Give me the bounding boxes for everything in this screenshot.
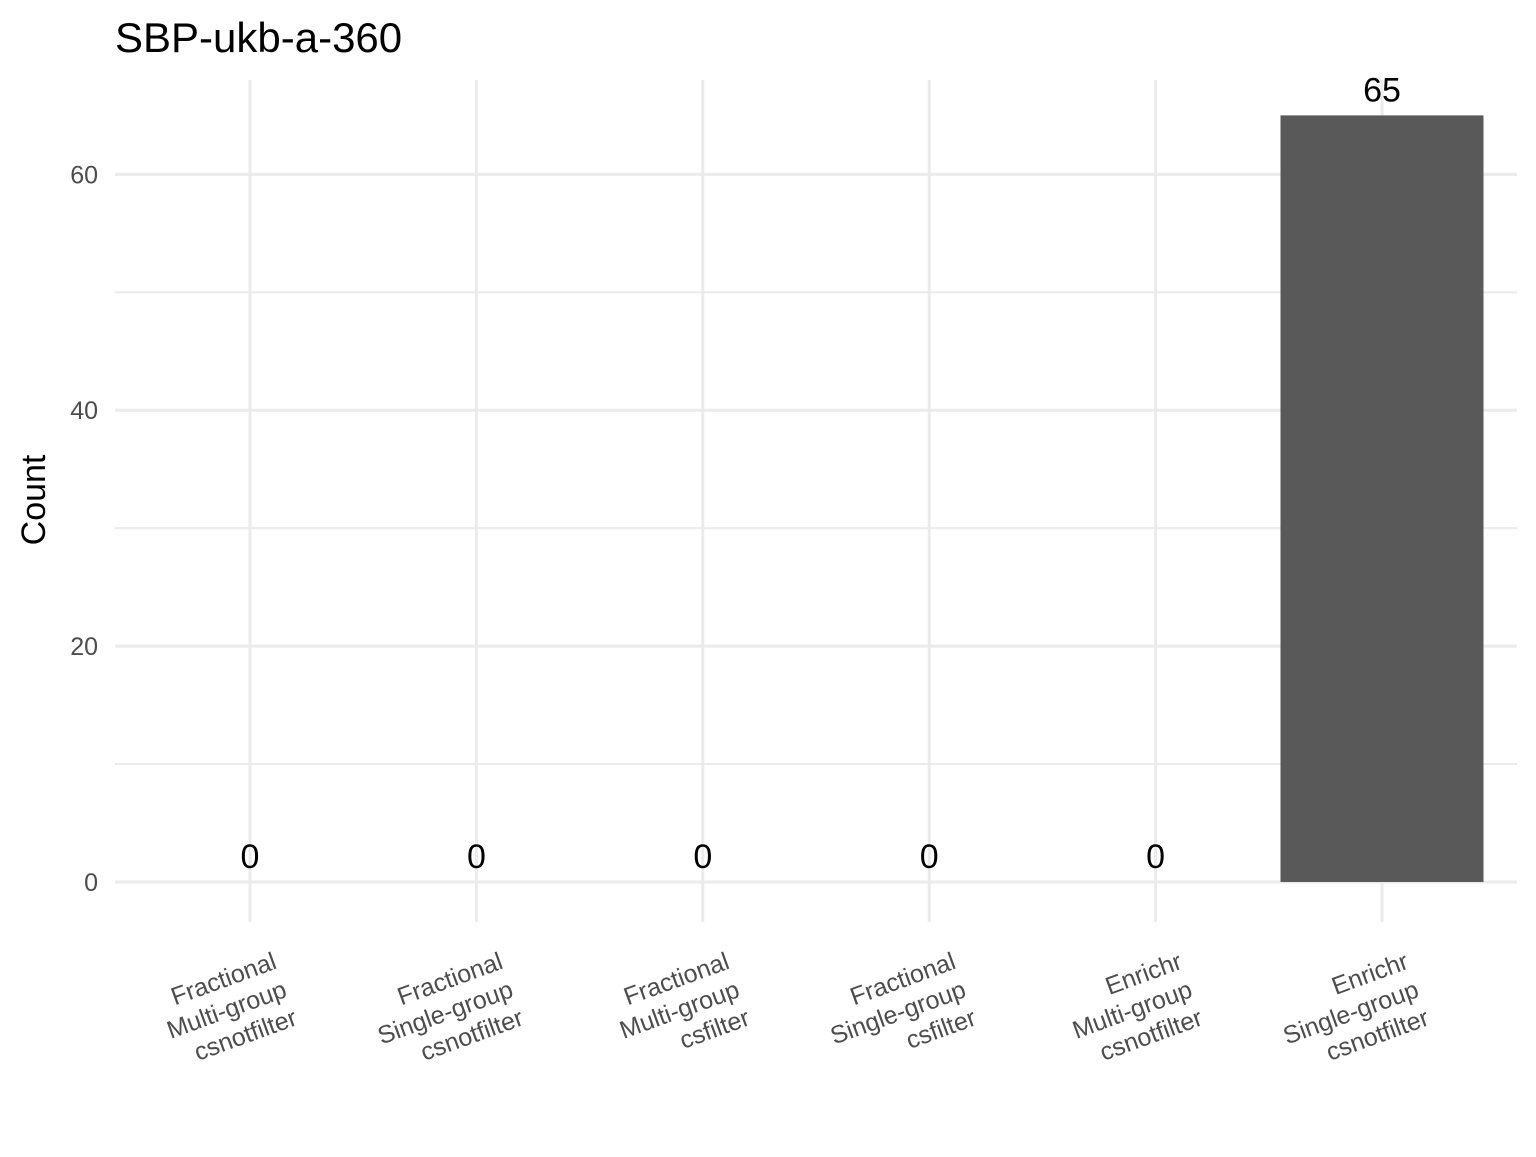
- x-axis: FractionalMulti-groupcsnotfilter Fraction…: [153, 947, 1433, 1078]
- data-label: 0: [1146, 838, 1165, 876]
- x-tick-label-text: FractionalSingle-groupcsnotfilter: [364, 947, 527, 1078]
- x-tick-label: FractionalSingle-groupcsfilter: [816, 947, 980, 1078]
- y-tick-label: 20: [70, 633, 98, 661]
- x-tick-label: EnrichrSingle-groupcsnotfilter: [1269, 947, 1433, 1078]
- y-axis-title: Count: [15, 454, 53, 545]
- x-tick-label: EnrichrMulti-groupcsnotfilter: [1059, 947, 1207, 1072]
- y-tick-label: 60: [70, 161, 98, 189]
- data-label: 65: [1363, 71, 1401, 109]
- bars: [1280, 115, 1484, 883]
- bar: [1280, 115, 1484, 883]
- data-label: 0: [467, 838, 486, 876]
- chart-title: SBP-ukb-a-360: [115, 14, 402, 61]
- x-tick-label-text: EnrichrMulti-groupcsnotfilter: [1059, 947, 1207, 1072]
- x-tick-label: FractionalMulti-groupcsfilter: [606, 947, 754, 1072]
- x-tick-label: FractionalSingle-groupcsnotfilter: [364, 947, 527, 1078]
- y-tick-label: 0: [84, 869, 98, 897]
- data-label: 0: [693, 838, 712, 876]
- data-labels: 0 0 0 0 0 65: [241, 71, 1401, 876]
- x-tick-label-text: EnrichrSingle-groupcsnotfilter: [1269, 947, 1432, 1078]
- data-label: 0: [241, 838, 260, 876]
- y-tick-label: 40: [70, 397, 98, 425]
- x-tick-label-text: FractionalSingle-groupcsfilter: [816, 947, 979, 1078]
- y-axis: 0 20 40 60: [70, 161, 98, 897]
- x-tick-label-text: FractionalMulti-groupcsfilter: [606, 947, 754, 1072]
- x-tick-label-text: FractionalMulti-groupcsnotfilter: [153, 947, 301, 1072]
- data-label: 0: [920, 838, 939, 876]
- x-tick-label: FractionalMulti-groupcsnotfilter: [153, 947, 301, 1072]
